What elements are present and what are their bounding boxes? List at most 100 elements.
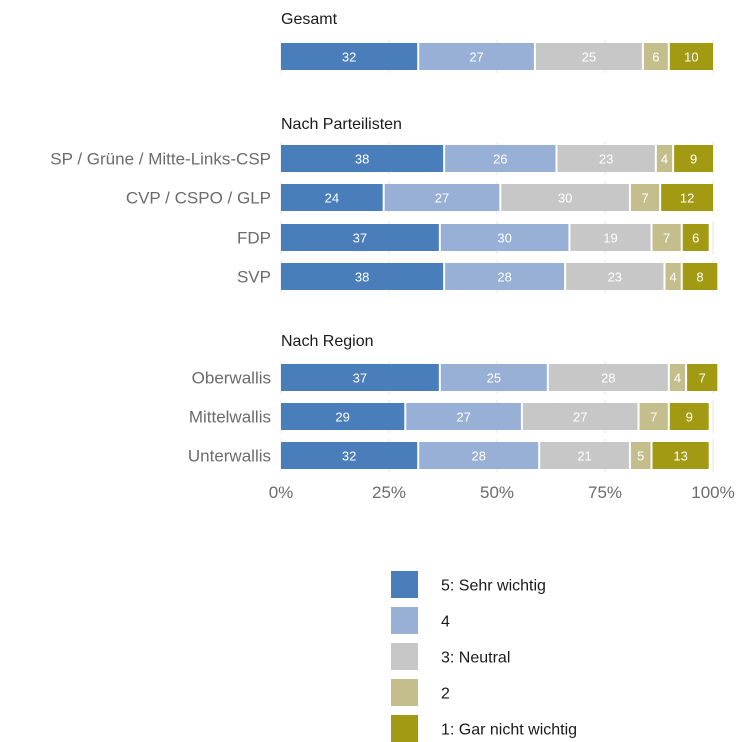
data-label: 28	[601, 371, 615, 386]
data-label: 7	[699, 371, 706, 386]
data-label: 6	[692, 231, 699, 246]
bar-segment	[535, 43, 642, 70]
data-label: 26	[493, 152, 507, 167]
legend-label: 4	[441, 614, 450, 631]
bar-segment	[669, 364, 686, 391]
bar-segment	[281, 263, 444, 290]
data-label: 38	[355, 152, 369, 167]
legend-swatch	[391, 571, 418, 598]
data-label: 5	[637, 449, 644, 464]
bar-segment	[384, 184, 500, 211]
data-label: 7	[663, 231, 670, 246]
bar-segment	[652, 224, 681, 251]
data-label: 27	[435, 191, 449, 206]
bar-segment	[440, 364, 547, 391]
bar-segment	[656, 145, 673, 172]
data-label: 10	[684, 50, 698, 65]
legend-label: 3: Neutral	[441, 650, 510, 667]
panel-title: Nach Parteilisten	[281, 116, 402, 133]
bar-segment	[669, 43, 713, 70]
data-label: 23	[599, 152, 613, 167]
data-label: 37	[353, 371, 367, 386]
data-label: 30	[497, 231, 511, 246]
bar-segment	[630, 442, 651, 469]
panel-title: Gesamt	[281, 11, 338, 28]
bar-segment	[281, 442, 418, 469]
data-label: 8	[696, 270, 703, 285]
x-tick-label: 25%	[372, 483, 406, 502]
data-label: 13	[673, 449, 687, 464]
data-label: 30	[558, 191, 572, 206]
bar-segment	[652, 442, 709, 469]
bar-segment	[639, 403, 668, 430]
category-label: SVP	[237, 268, 271, 287]
category-label: Unterwallis	[188, 447, 271, 466]
category-label: Oberwallis	[192, 369, 271, 388]
data-label: 32	[342, 50, 356, 65]
data-label: 9	[686, 410, 693, 425]
bar-segment	[661, 184, 713, 211]
bar-segment	[548, 364, 668, 391]
data-label: 25	[582, 50, 596, 65]
bar-segment	[281, 403, 405, 430]
data-label: 37	[353, 231, 367, 246]
legend-swatch	[391, 643, 418, 670]
data-label: 28	[471, 449, 485, 464]
bar-segment	[687, 364, 718, 391]
bar-segment	[682, 263, 718, 290]
x-tick-label: 75%	[588, 483, 622, 502]
bar-segment	[674, 145, 713, 172]
bar-segment	[406, 403, 521, 430]
legend-label: 5: Sehr wichtig	[441, 578, 546, 595]
data-label: 23	[608, 270, 622, 285]
bar-segment	[682, 224, 709, 251]
category-label: FDP	[237, 229, 271, 248]
bar-segment	[281, 224, 439, 251]
bar-segment	[566, 263, 664, 290]
data-label: 4	[670, 270, 677, 285]
bar-segment	[501, 184, 629, 211]
bar-segment	[669, 403, 709, 430]
bar-segment	[570, 224, 651, 251]
data-label: 32	[342, 449, 356, 464]
bar-segment	[445, 145, 556, 172]
data-label: 28	[497, 270, 511, 285]
bar-segment	[445, 263, 565, 290]
legend-label: 1: Gar nicht wichtig	[441, 722, 577, 739]
bar-segment	[643, 43, 668, 70]
legend-label: 2	[441, 686, 450, 703]
category-label: CVP / CSPO / GLP	[126, 189, 271, 208]
category-label: SP / Grüne / Mitte-Links-CSP	[50, 150, 271, 169]
data-label: 24	[325, 191, 339, 206]
data-label: 7	[641, 191, 648, 206]
category-label: Mittelwallis	[189, 408, 271, 427]
data-label: 19	[603, 231, 617, 246]
data-label: 27	[456, 410, 470, 425]
data-label: 12	[680, 191, 694, 206]
bar-segment	[665, 263, 681, 290]
data-label: 9	[690, 152, 697, 167]
bar-segment	[419, 43, 534, 70]
bar-segment	[281, 145, 444, 172]
legend-swatch	[391, 679, 418, 706]
data-label: 25	[487, 371, 501, 386]
x-tick-label: 50%	[480, 483, 514, 502]
data-label: 29	[335, 410, 349, 425]
data-label: 7	[650, 410, 657, 425]
data-label: 27	[469, 50, 483, 65]
data-label: 27	[573, 410, 587, 425]
panel-title: Nach Region	[281, 333, 374, 350]
legend-swatch	[391, 607, 418, 634]
bar-segment	[281, 364, 439, 391]
data-label: 4	[674, 371, 681, 386]
x-tick-label: 0%	[269, 483, 294, 502]
bar-segment	[281, 184, 383, 211]
legend-swatch	[391, 715, 418, 742]
bar-segment	[522, 403, 638, 430]
bar-segment	[630, 184, 660, 211]
data-label: 6	[652, 50, 659, 65]
data-label: 21	[577, 449, 591, 464]
data-label: 4	[661, 152, 668, 167]
bar-segment	[281, 43, 418, 70]
